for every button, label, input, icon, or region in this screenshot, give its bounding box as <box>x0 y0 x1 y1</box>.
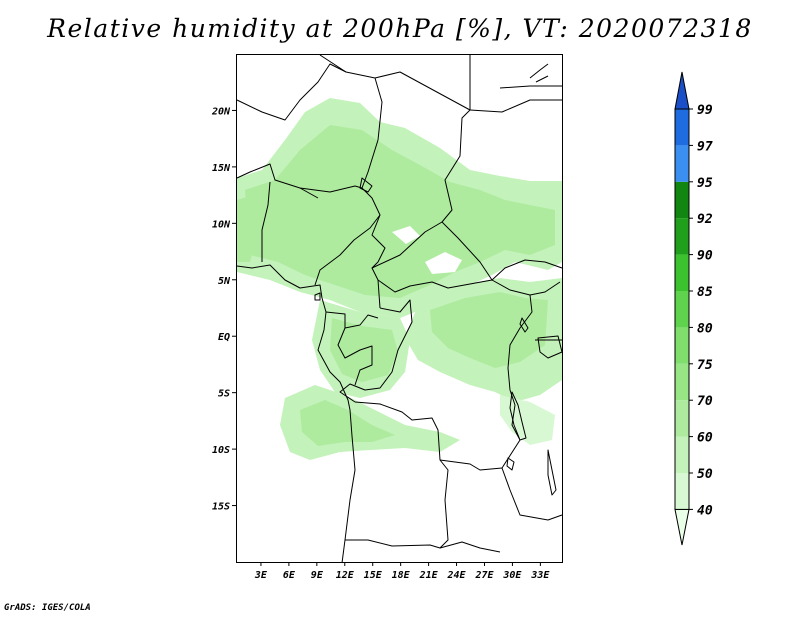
humidity-area-central-inner <box>330 318 398 382</box>
lake-malawi <box>547 449 557 496</box>
border-algeria-niger <box>236 63 383 189</box>
humidity-area-dry-gap-2 <box>392 226 420 244</box>
lat-tick-label: 15S <box>212 502 230 513</box>
sea-coast-ne <box>499 85 562 89</box>
coastline-gulf-of-guinea <box>236 264 356 564</box>
border-sudan-east <box>469 99 563 281</box>
colorbar-level-label: 97 <box>697 139 713 154</box>
colorbar-level-label: 95 <box>697 176 713 191</box>
lat-axis: 20N 15N 10N 5N EQ 5S 10S 15S <box>211 106 236 513</box>
border-car-south <box>371 221 531 296</box>
lon-axis: 3E 6E 9E 12E 15E 18E 21E 24E 27E 30E 33E <box>254 562 550 581</box>
colorbar-level-label: 50 <box>697 467 713 482</box>
lon-tick-label: 9E <box>311 570 324 581</box>
lon-tick-label: 12E <box>336 570 355 581</box>
credit-label: GrADS: IGES/COLA <box>4 603 91 613</box>
lon-tick-label: 27E <box>474 570 494 581</box>
map-frame <box>236 54 563 563</box>
colorbar-segment <box>675 145 689 182</box>
colorbar-upper-triangle <box>674 71 690 110</box>
border-chad-sudan <box>441 109 493 281</box>
colorbar-legend: 40 50 60 70 75 80 85 90 92 95 97 99 <box>674 71 713 546</box>
colorbar-segment <box>675 181 689 219</box>
lake-tanganyika <box>509 391 527 441</box>
humidity-area-south-inner <box>300 400 395 446</box>
lat-tick-label: EQ <box>218 332 230 343</box>
colorbar-segment <box>675 327 689 364</box>
lake-chad <box>359 177 373 193</box>
humidity-area-east-dry-gap <box>425 252 462 274</box>
colorbar-frame <box>674 108 690 510</box>
lat-tick-label: 10S <box>212 445 230 456</box>
border-angola-namibia <box>345 539 501 553</box>
lat-tick-label: 10N <box>212 219 231 230</box>
lat-tick-label: 20N <box>211 106 231 117</box>
lon-tick-label: 6E <box>283 570 296 581</box>
lon-tick-label: 30E <box>502 570 522 581</box>
bioko-island <box>314 292 321 301</box>
colorbar-level-label: 99 <box>697 103 713 118</box>
lon-tick-label: 33E <box>530 570 550 581</box>
border-gabon-congo <box>325 311 379 386</box>
border-niger-nigeria <box>261 181 319 262</box>
colorbar-level-label: 80 <box>697 321 713 336</box>
lon-tick-label: 15E <box>364 570 383 581</box>
colorbar-segment <box>675 254 689 291</box>
colorbar-segment <box>675 436 689 473</box>
lat-tick-label: 15N <box>212 163 231 174</box>
colorbar-segment <box>675 400 689 437</box>
humidity-area-west-edge <box>237 196 256 262</box>
humidity-area-far-east <box>500 395 555 445</box>
border-libya-chad <box>319 54 471 111</box>
map-title: Relative humidity at 200hPa [%], VT: 202… <box>47 14 753 43</box>
mediterranean-coast <box>529 63 549 83</box>
lake-victoria <box>537 335 563 359</box>
border-uganda-kenya <box>529 281 562 341</box>
border-nigeria-cameroon <box>314 187 381 286</box>
lat-tick-label: 5N <box>218 276 231 287</box>
colorbar-segment <box>675 109 689 146</box>
border-drc-angola <box>354 401 449 549</box>
colorbar-level-label: 92 <box>697 212 713 227</box>
colorbar-segment <box>675 473 689 510</box>
border-drc-east <box>501 294 533 469</box>
colorbar-level-label: 40 <box>697 503 713 518</box>
lon-tick-label: 21E <box>419 570 439 581</box>
lake-mweru <box>506 457 515 471</box>
humidity-area-north-inner <box>245 125 555 298</box>
border-mali-burkina <box>236 163 363 193</box>
country-borders <box>236 54 563 564</box>
lon-tick-label: 18E <box>392 570 411 581</box>
humidity-shading <box>237 98 562 460</box>
border-angola-zambia <box>439 459 563 521</box>
colorbar-segment <box>675 218 689 255</box>
lat-tick-label: 5S <box>218 389 230 400</box>
colorbar-level-label: 75 <box>697 358 713 373</box>
border-congo-drc <box>339 299 413 403</box>
colorbar-level-label: 85 <box>697 285 713 300</box>
humidity-area-east-inner <box>430 292 548 368</box>
lake-albert <box>519 317 529 333</box>
lon-tick-label: 3E <box>254 570 268 581</box>
colorbar-lower-triangle <box>674 508 690 546</box>
colorbar-level-label: 90 <box>697 249 713 264</box>
lon-tick-label: 24E <box>447 570 467 581</box>
colorbar-segment <box>675 291 689 328</box>
colorbar-level-label: 70 <box>697 394 713 409</box>
colorbar-segment <box>675 363 689 401</box>
colorbar-level-label: 60 <box>697 431 713 446</box>
